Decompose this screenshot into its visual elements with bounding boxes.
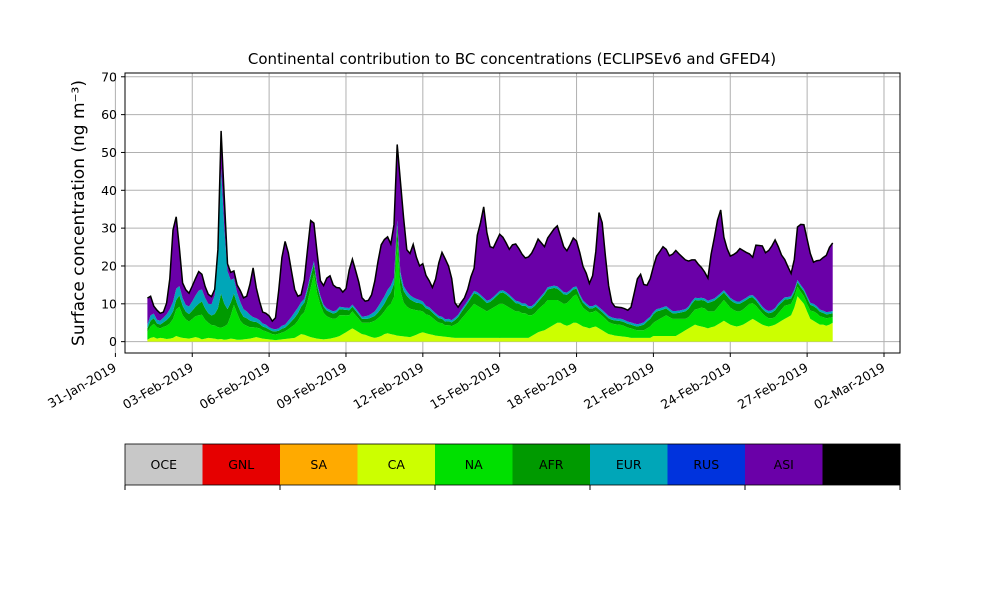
y-tick-label: 70 — [101, 69, 117, 84]
legend-swatch — [125, 444, 203, 485]
legend-swatch — [822, 444, 901, 485]
legend-item-afr: AFR — [512, 444, 591, 485]
legend-swatch — [745, 444, 823, 485]
legend-swatch — [667, 444, 746, 485]
legend-item-eur: EUR — [590, 444, 668, 485]
legend-colorbar: OCE GNL SA CA NA AFR EUR RUS ASI AUS — [124, 443, 901, 490]
legend-label: OCE — [151, 457, 178, 472]
legend-label: SA — [310, 457, 327, 472]
y-tick-label: 50 — [101, 145, 117, 160]
legend-item-asi: ASI — [745, 444, 823, 485]
legend-label: CA — [388, 457, 406, 472]
legend-swatch — [590, 444, 668, 485]
y-tick-label: 10 — [101, 296, 117, 311]
legend-label: RUS — [693, 457, 719, 472]
total-outline-line — [147, 130, 834, 323]
legend-swatch — [280, 444, 358, 485]
legend-label: NA — [465, 457, 483, 472]
legend-swatch — [202, 444, 281, 485]
legend-item-oce: OCE — [125, 444, 203, 485]
legend-swatch — [435, 444, 513, 485]
legend-label: GNL — [228, 457, 254, 472]
y-tick-label: 60 — [101, 107, 117, 122]
y-tick-label: 0 — [109, 334, 117, 349]
y-axis-label: Surface concentration (ng m⁻³) — [69, 80, 89, 346]
chart-title: Continental contribution to BC concentra… — [248, 50, 776, 68]
legend-item-aus: AUS — [822, 444, 901, 485]
stacked-areas — [147, 130, 833, 342]
y-axis: 0 10 20 30 40 50 60 70 — [101, 69, 125, 349]
area-afr — [147, 225, 833, 335]
legend-item-sa: SA — [280, 444, 358, 485]
legend-item-na: NA — [435, 444, 513, 485]
plot-area — [114, 72, 901, 354]
legend-label: ASI — [774, 457, 794, 472]
plot-frame — [124, 72, 901, 354]
legend-label: AFR — [539, 457, 564, 472]
area-na — [147, 241, 833, 341]
legend-item-gnl: GNL — [202, 444, 281, 485]
area-asi — [147, 130, 833, 330]
legend-item-ca: CA — [357, 444, 436, 485]
legend-frame — [124, 443, 901, 486]
legend-item-rus: RUS — [667, 444, 746, 485]
area-eur — [147, 168, 833, 332]
y-tick-label: 20 — [101, 258, 117, 273]
legend-swatch — [357, 444, 436, 485]
y-tick-label: 40 — [101, 183, 117, 198]
area-ca — [147, 296, 833, 342]
legend-label: AUS — [848, 457, 874, 472]
y-tick-label: 30 — [101, 221, 117, 236]
legend-swatch — [512, 444, 591, 485]
legend-label: EUR — [616, 457, 642, 472]
